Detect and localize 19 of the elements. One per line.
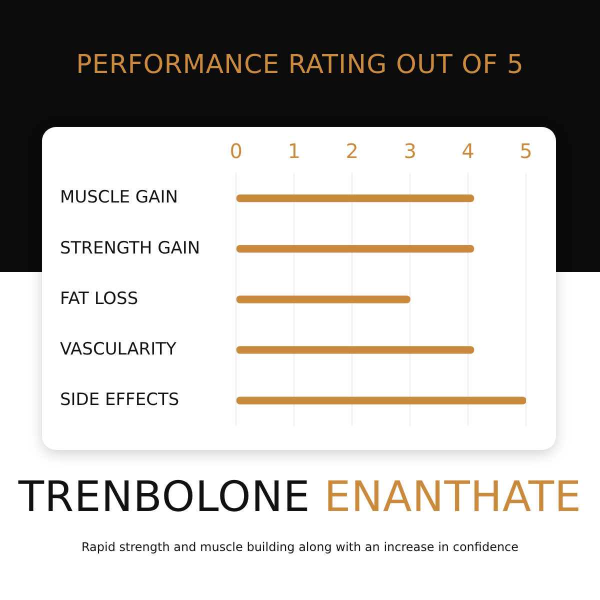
- x-tick-label: 2: [346, 139, 358, 164]
- x-tick-label: 3: [404, 139, 416, 164]
- bar: [236, 194, 474, 202]
- x-tick-label: 5: [520, 139, 532, 164]
- bar: [236, 245, 474, 253]
- y-tick-label: VASCULARITY: [60, 339, 177, 360]
- x-tick-label: 0: [230, 139, 242, 164]
- y-tick-label: SIDE EFFECTS: [60, 390, 180, 410]
- text: Rapid strength and muscle building along with an increase in confidence: [80, 540, 520, 554]
- bar: [236, 346, 474, 354]
- y-tick-label: MUSCLE GAIN: [60, 188, 178, 208]
- x-tick-label: 1: [288, 139, 300, 164]
- bar: [236, 396, 526, 404]
- bar: [236, 296, 410, 304]
- y-tick-label: FAT LOSS: [60, 288, 138, 309]
- y-tick-label: STRENGTH GAIN: [60, 238, 200, 258]
- text: TRENBOLONE ENANTHATE: [18, 472, 582, 521]
- x-tick-label: 4: [462, 139, 474, 164]
- chart-title: PERFORMANCE RATING OUT OF 5: [75, 50, 525, 80]
